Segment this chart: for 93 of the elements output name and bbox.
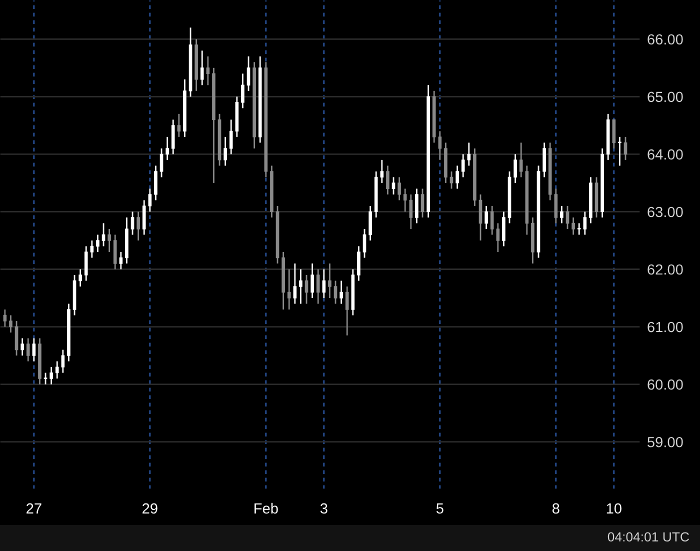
candlestick [618,136,622,166]
candlestick [310,262,314,299]
candlestick [461,153,465,178]
candlestick [96,234,100,253]
candlestick [386,164,390,196]
x-tick-label: 3 [320,503,328,514]
candlestick [293,262,297,304]
candlestick [200,50,204,86]
candlestick [572,216,575,236]
candlestick [490,205,494,236]
candlestick [224,136,227,166]
candlestick [566,205,570,230]
candlestick [119,251,123,270]
candlestick [160,148,164,178]
x-tick-label: 8 [552,503,560,514]
candlestick [409,194,413,230]
candlestick [171,118,175,155]
candlestick [44,372,48,385]
candlestick [438,130,442,161]
candlestick [246,56,250,92]
x-tick-label: 5 [436,503,444,514]
candlestick [478,194,482,242]
candlestick [3,308,7,328]
candlestick [55,360,59,380]
candlestick [102,222,106,247]
candlestick [154,164,158,201]
candlestick [108,228,111,253]
y-tick-label: 62.00 [648,264,683,275]
candlestick [113,234,117,270]
y-tick-label: 61.00 [648,322,683,332]
candlestick [484,205,488,230]
candlestick [148,188,152,212]
candlestick [467,142,471,166]
text: 04:04:01 UTC [608,532,690,542]
candlestick [542,142,546,178]
candlestick [345,286,349,336]
candlestick [456,164,459,190]
candlestick [61,349,65,374]
candlestick [166,136,169,161]
candlestick [514,153,517,184]
y-tick-label: 59.00 [648,436,683,448]
x-tick-label: 27 [26,503,42,514]
candlestick [322,268,326,299]
candlestick [368,205,372,242]
candlestick [90,240,94,258]
candlestick [380,159,384,184]
candlestick [78,268,82,288]
y-tick-label: 63.00 [648,206,683,218]
candlestick [304,274,308,304]
candlestick [26,338,30,362]
candlestick [398,176,401,201]
candlestick [287,268,291,310]
candlestick [14,320,18,356]
candlestick [519,142,523,178]
candlestick [577,222,581,236]
y-tick-label: 60.00 [648,379,683,390]
x-tick-label: 29 [142,503,158,514]
candlestick [20,338,24,356]
candlestick [130,211,134,236]
candlestick [624,136,628,161]
candlestick [206,56,210,86]
candlestick [177,113,181,138]
candlestick [420,188,424,218]
candlestick [229,118,233,155]
candlestick [334,280,338,304]
candlestick [415,188,418,224]
x-tick-label: 10 [606,503,622,514]
candlestick [554,188,558,224]
candlestick [502,211,506,247]
candlestick [612,118,616,150]
y-tick-label: 65.00 [648,92,683,102]
candlestick [84,246,88,282]
candlestick [50,366,53,385]
candlestick [583,211,587,236]
candlestick [32,338,36,362]
candlestick [392,176,396,196]
candlestick [450,170,454,190]
candlestick [357,246,360,282]
candlestick [496,222,500,253]
candlestick [362,228,366,258]
y-tick-label: 66.00 [648,34,683,45]
candlestick [316,268,320,304]
candlestick [328,262,332,299]
candlestick [560,205,564,224]
candlestick [241,72,244,109]
candlestick [142,200,146,236]
candlestick [9,314,12,334]
candlestick [403,188,407,212]
candlestick [136,211,140,242]
x-tick-label: Feb [254,502,278,514]
y-tick-label: 64.00 [648,149,683,160]
candlestick [299,268,302,304]
candlestick [340,280,343,304]
